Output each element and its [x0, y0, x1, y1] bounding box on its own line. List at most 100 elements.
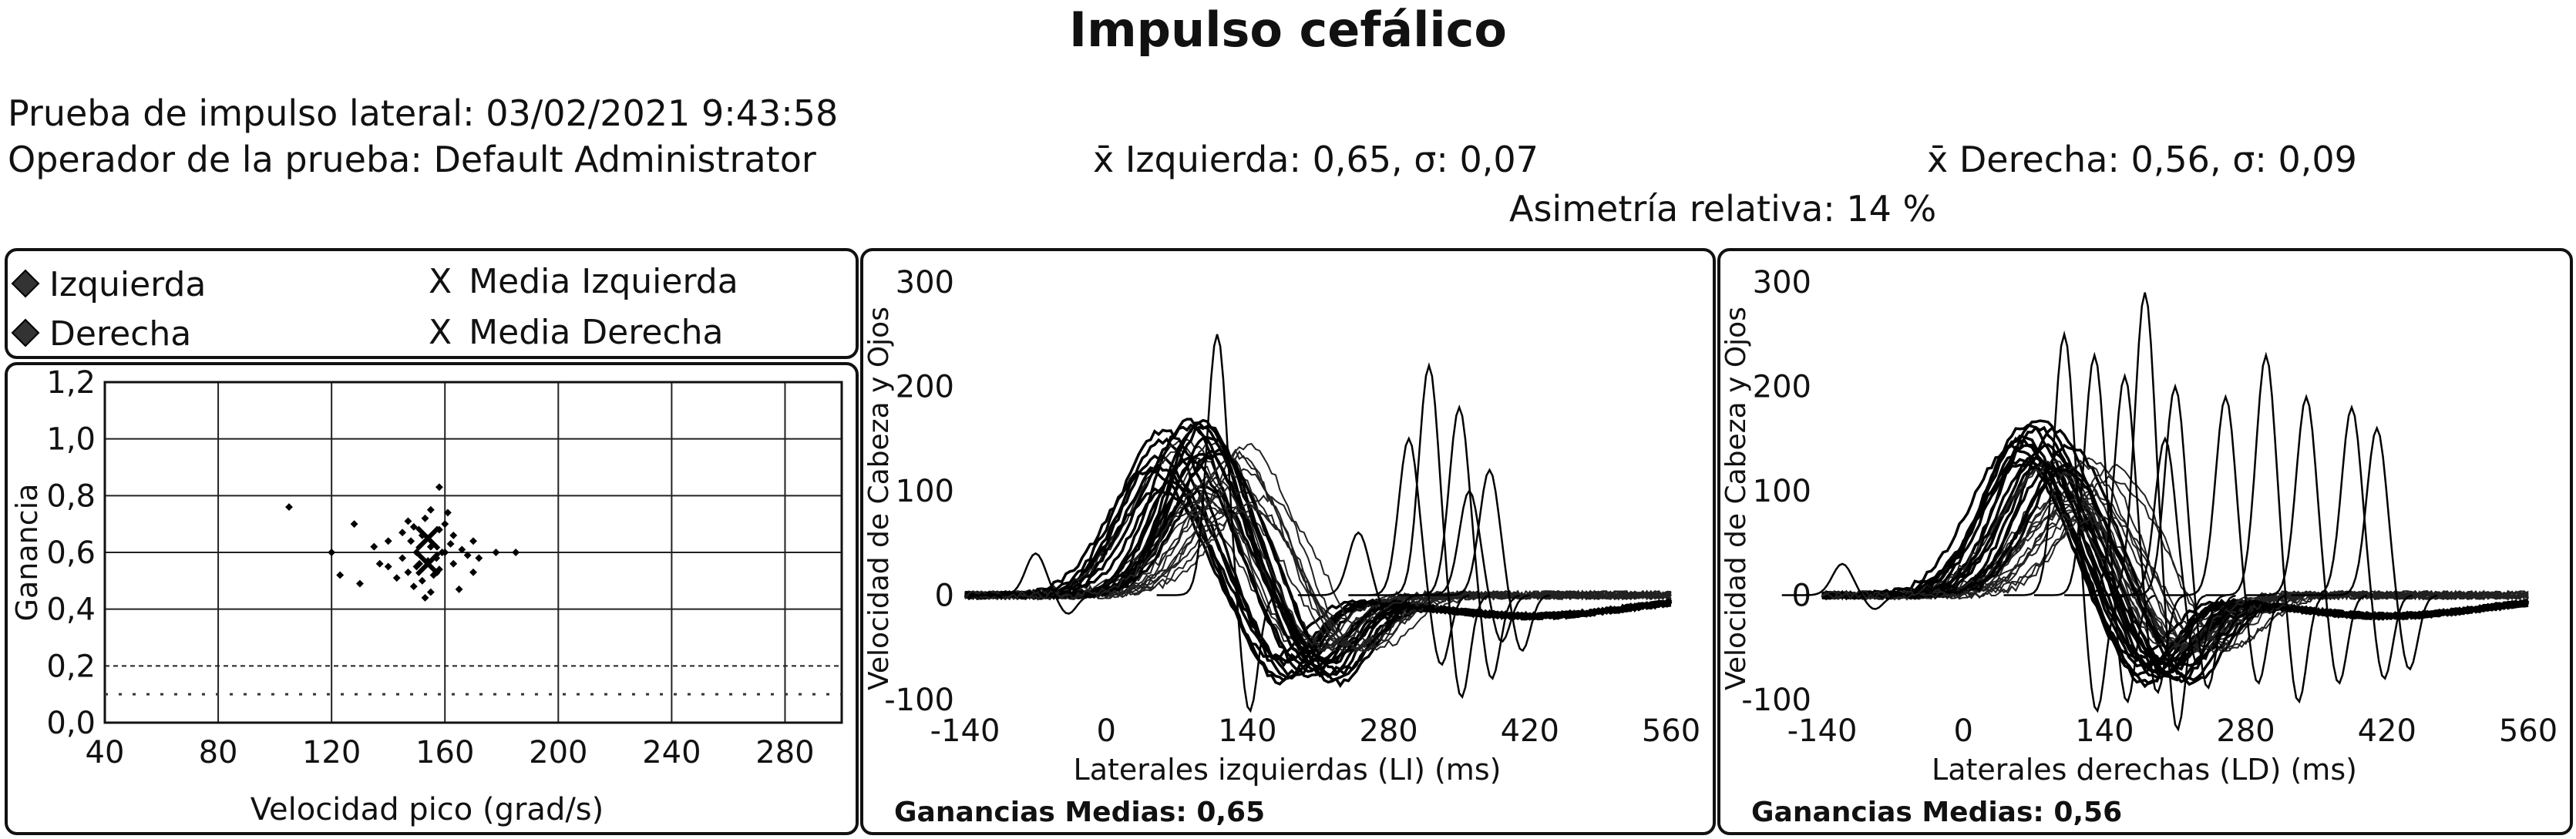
head-velocity-trace [1821, 468, 2530, 667]
mean-gain-footer: Ganancias Medias: 0,65 [894, 797, 1265, 828]
scatter-point [469, 568, 477, 576]
saccade-trace [2316, 425, 2438, 671]
saccade-trace [2205, 351, 2327, 704]
scatter-point [384, 537, 392, 545]
gain-scatter-chart: 40 80 120 160 200 240 280 0,0 0,2 0,4 0,6 0,8 1,0 1,2… [10, 365, 843, 827]
page-title: Impulso cefálico [1069, 2, 1507, 58]
head-velocity-trace [1821, 458, 2530, 670]
right-impulse-chart: -140 0 140 280 420 560-1000100200300Laterales… [1720, 265, 2558, 828]
mean-marker [415, 551, 441, 576]
x-tick-label: 280 [1359, 713, 1417, 749]
y-tick-label: 1,2 [46, 365, 96, 401]
saccade-trace [2291, 404, 2413, 680]
y-axis-label: Ganancia [10, 484, 44, 622]
saccade-trace [2164, 394, 2287, 685]
diamond-icon [11, 318, 40, 347]
saccade-trace [2114, 383, 2236, 690]
y-axis-label: Velocidad de Cabeza y Ojos [1720, 307, 1752, 690]
y-tick-label: -100 [1741, 683, 1811, 718]
scatter-point [404, 568, 412, 576]
saccade-trace [1348, 436, 1470, 666]
scatter-point [328, 549, 336, 556]
scatter-point [458, 545, 466, 554]
scatter-point [399, 529, 407, 537]
saccade-trace [1297, 531, 1419, 624]
scatter-point [399, 554, 407, 562]
scatter-point [409, 522, 418, 531]
x-tick-label: 0 [1096, 713, 1115, 749]
scatter-point [426, 505, 435, 514]
scatter-point [426, 588, 435, 596]
y-tick-label: 100 [896, 474, 954, 509]
saccade-trace [1408, 488, 1530, 643]
diamond-icon [11, 269, 40, 298]
right-impulse-panel: -140 0 140 280 420 560 -100 0 100 200 300 Laterales… [1717, 248, 2573, 835]
y-tick-label: 100 [1753, 474, 1811, 509]
scatter-point [512, 549, 520, 556]
head-velocity-trace [964, 425, 1672, 665]
operator-line: Operador de la prueba: Default Administr… [8, 139, 816, 180]
eye-velocity-trace [964, 486, 1672, 647]
eye-velocity-trace [964, 475, 1672, 653]
y-tick-label: 0,4 [46, 592, 96, 628]
x-axis-label: Laterales izquierdas (LI) (ms) [1074, 753, 1502, 787]
x-tick-label: 200 [529, 735, 587, 770]
scatter-point [370, 542, 378, 551]
y-tick-label: 0 [935, 579, 954, 614]
scatter-point [336, 571, 345, 579]
scatter-point [492, 549, 500, 556]
scatter-point [449, 559, 458, 568]
x-tick-label: 0 [1953, 713, 1972, 749]
left-impulse-chart: -140 0 140 280 420 560 -100 0 100 200 300 Laterales… [863, 265, 1700, 828]
legend-label-right: Derecha [49, 314, 192, 354]
y-tick-label: 300 [896, 265, 954, 300]
eye-velocity-trace [964, 505, 1672, 652]
x-tick-label: 160 [415, 735, 474, 770]
saccade-trace [1428, 468, 1551, 653]
x-tick-label: 140 [1218, 713, 1276, 749]
head-velocity-trace [1821, 444, 2529, 663]
x-tick-label: -140 [1787, 713, 1858, 749]
saccade-trace [975, 552, 1097, 615]
saccade-trace [1781, 562, 1903, 610]
y-tick-label: -100 [884, 683, 954, 718]
x-tick-label: 120 [302, 735, 361, 770]
left-stats: x̄ Izquierda: 0,65, σ: 0,07 [1093, 139, 1539, 180]
scatter-point [441, 520, 449, 529]
saccade-trace [1156, 334, 1279, 713]
scatter-point [350, 520, 358, 529]
scatter-point [475, 554, 483, 562]
head-velocity-trace [1821, 444, 2529, 686]
scatter-point [407, 537, 415, 545]
y-tick-label: 200 [896, 370, 954, 405]
y-axis-label: Velocidad de Cabeza y Ojos [863, 307, 895, 690]
saccade-trace [2084, 292, 2206, 732]
head-velocity-trace [963, 423, 1672, 669]
eye-velocity-trace [1821, 511, 2529, 653]
legend-item-mean-right: X Media Derecha [429, 313, 723, 352]
mean-marker-stroke [415, 551, 441, 576]
legend-label-left: Izquierda [49, 265, 207, 304]
left-impulse-panel: -140 0 140 280 420 560 -100 0 100 200 300 Laterales… [860, 248, 1716, 835]
scatter-point [409, 582, 418, 591]
x-tick-label: 80 [199, 735, 238, 770]
scatter-point [418, 576, 426, 585]
scatter-point [463, 551, 472, 559]
head-velocity-trace [964, 466, 1672, 659]
legend-item-mean-left: X Media Izquierda [429, 262, 738, 301]
asymmetry-value: Asimetría relativa: 14 % [1509, 188, 1937, 230]
scatter-point [455, 585, 463, 593]
scatter-point [421, 593, 429, 602]
x-tick-label: 420 [2358, 713, 2416, 749]
scatter-point [469, 537, 477, 545]
scatter-point [404, 517, 412, 525]
legend-label-mean-right: Media Derecha [469, 313, 724, 352]
scatter-point [384, 562, 392, 571]
x-tick-label: 240 [642, 735, 701, 770]
y-tick-label: 0,6 [46, 535, 96, 571]
y-tick-label: 0,8 [46, 478, 96, 514]
x-tick-label: 40 [86, 735, 125, 770]
x-axis-label: Laterales derechas (LD) (ms) [1932, 753, 2357, 787]
eye-velocity-trace [964, 450, 1672, 653]
y-tick-label: 0,0 [46, 706, 96, 741]
